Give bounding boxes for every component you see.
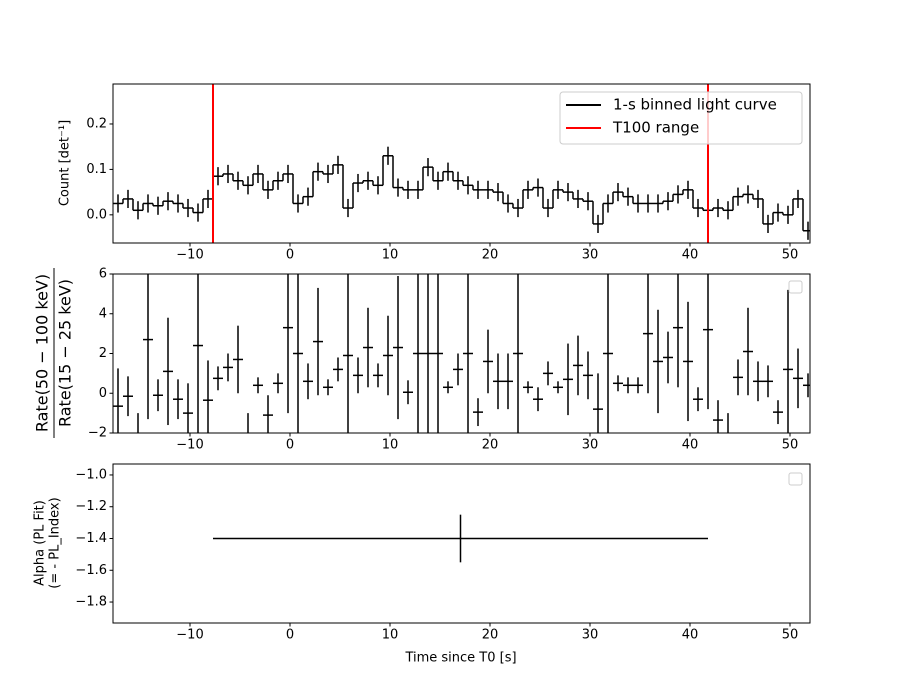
y-tick-label: 0.1 <box>86 162 107 177</box>
legend-label: 1-s binned light curve <box>613 96 777 114</box>
x-tick-label: 0 <box>286 248 294 263</box>
y-tick-label: −1.6 <box>75 563 107 578</box>
x-tick-label: 40 <box>682 628 699 643</box>
y-tick-label: 2 <box>99 346 107 361</box>
y-axis-label-numerator: Rate(50 − 100 keV) <box>33 274 52 432</box>
y-tick-label: 0 <box>99 386 107 401</box>
axes-frame <box>112 463 811 624</box>
x-tick-label: 30 <box>582 248 599 263</box>
y-tick-label: 4 <box>99 306 107 321</box>
y-axis-label-line2: (= - PL_Index) <box>48 497 63 588</box>
x-tick-label: 50 <box>782 248 799 263</box>
legend-frame <box>559 91 803 145</box>
y-tick-label: 6 <box>99 267 107 282</box>
y-axis-label-denominator: Rate(15 − 25 keV) <box>56 279 75 427</box>
axes-frame <box>112 273 811 434</box>
x-tick-label: 40 <box>682 438 699 453</box>
legend: 1-s binned light curve T100 range <box>559 91 803 145</box>
x-tick-label: −10 <box>176 438 203 453</box>
y-tick-label: −1.2 <box>75 499 107 514</box>
legend-label: T100 range <box>612 119 699 137</box>
y-tick-label: −1.0 <box>75 467 107 482</box>
x-tick-label: 10 <box>382 438 399 453</box>
legend-frame <box>788 280 803 294</box>
x-tick-label: 30 <box>582 628 599 643</box>
plot-area <box>213 514 708 563</box>
x-tick-label: 0 <box>286 628 294 643</box>
x-tick-label: 50 <box>782 628 799 643</box>
y-tick-label: −1.8 <box>75 595 107 610</box>
x-tick-label: 40 <box>682 248 699 263</box>
x-tick-label: 50 <box>782 438 799 453</box>
x-axis-label: Time since T0 [s] <box>404 651 516 666</box>
x-tick-label: 20 <box>482 438 499 453</box>
legend-frame <box>788 472 803 486</box>
x-tick-label: 0 <box>286 438 294 453</box>
y-tick-label: 0.2 <box>86 116 107 131</box>
x-tick-label: −10 <box>176 248 203 263</box>
y-axis-label: Alpha (PL Fit) <box>33 500 48 586</box>
x-tick-label: 10 <box>382 248 399 263</box>
y-tick-label: −2 <box>88 426 107 441</box>
y-axis-label: Count [det⁻¹] <box>58 120 73 206</box>
x-tick-label: 30 <box>582 438 599 453</box>
x-tick-label: 10 <box>382 628 399 643</box>
x-tick-label: −10 <box>176 628 203 643</box>
y-tick-label: 0.0 <box>86 207 107 222</box>
x-tick-label: 20 <box>482 248 499 263</box>
plot-area <box>113 274 810 433</box>
plot-area <box>113 84 810 243</box>
y-tick-label: −1.4 <box>75 531 107 546</box>
axes-frame <box>112 83 811 244</box>
x-tick-label: 20 <box>482 628 499 643</box>
